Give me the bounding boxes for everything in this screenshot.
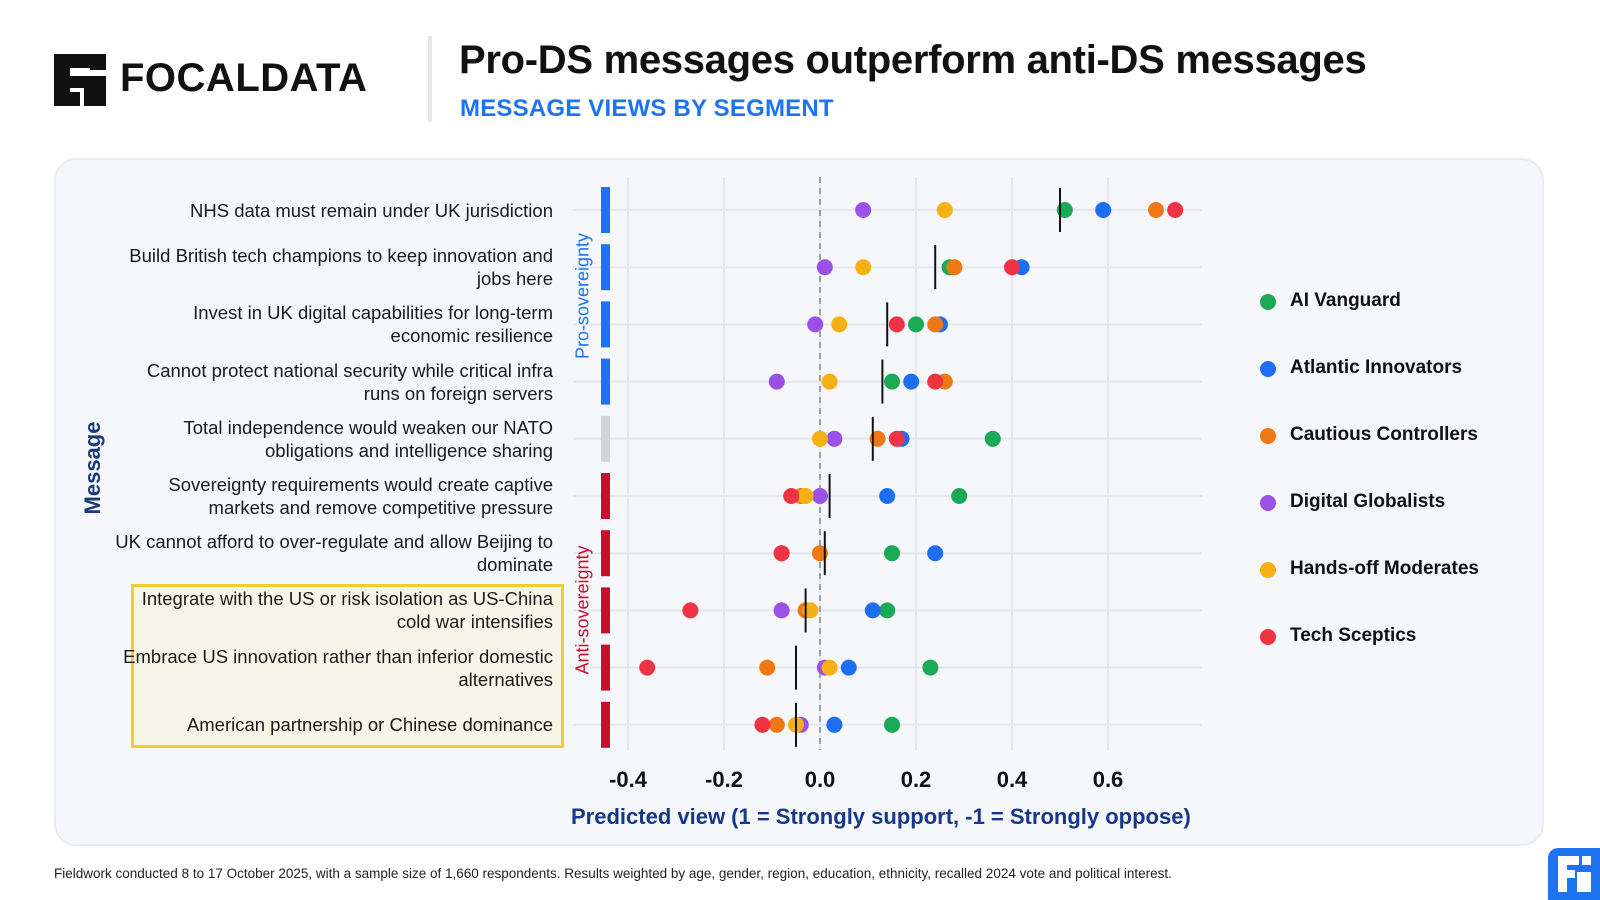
point-ai-vanguard	[884, 716, 900, 733]
legend-dot	[1260, 361, 1276, 377]
footer-note: Fieldwork conducted 8 to 17 October 2025…	[54, 866, 1172, 881]
point-tech-sceptics	[888, 430, 905, 447]
point-hands-off-moderates	[821, 373, 838, 390]
point-ai-vanguard	[884, 545, 900, 562]
legend-label: AI Vanguard	[1290, 290, 1401, 311]
message-label: Invest in UK digital capabilities for lo…	[193, 302, 553, 347]
group-bar-anti	[601, 701, 610, 748]
point-atlantic-innovators	[903, 373, 920, 390]
group-bar-anti	[601, 587, 610, 634]
message-label: NHS data must remain under UK jurisdicti…	[190, 199, 553, 221]
message-label: Build British tech champions to keep inn…	[129, 245, 553, 290]
legend-dot	[1260, 562, 1276, 578]
point-tech-sceptics	[888, 316, 905, 333]
page-title: Pro-DS messages outperform anti-DS messa…	[459, 38, 1367, 82]
corner-logo-icon	[1548, 848, 1600, 900]
point-hands-off-moderates	[821, 659, 838, 676]
message-label: Embrace US innovation rather than inferi…	[123, 645, 553, 690]
x-tick-label: 0.2	[901, 767, 932, 792]
point-hands-off-moderates	[936, 202, 953, 218]
group-label: Pro-sovereignty	[572, 232, 593, 359]
point-atlantic-innovators	[826, 716, 843, 733]
x-tick-label: 0.0	[805, 767, 836, 792]
group-bar-pro	[601, 244, 610, 291]
message-label: Sovereignty requirements would create ca…	[168, 474, 553, 518]
point-tech-sceptics	[1004, 259, 1020, 276]
point-tech-sceptics	[927, 373, 944, 390]
point-cautious-controllers	[759, 659, 776, 676]
message-label: UK cannot afford to over-regulate and al…	[115, 531, 553, 576]
message-label: American partnership or Chinese dominanc…	[186, 714, 553, 736]
point-tech-sceptics	[754, 716, 771, 733]
point-tech-sceptics	[682, 602, 699, 619]
point-digital-globalists	[773, 602, 790, 619]
legend-label: Digital Globalists	[1290, 491, 1446, 512]
point-atlantic-innovators	[1095, 202, 1112, 218]
point-digital-globalists	[807, 316, 824, 333]
highlight-box	[131, 584, 564, 748]
point-ai-vanguard	[879, 602, 896, 619]
legend-label: Cautious Controllers	[1290, 424, 1478, 445]
legend-dot	[1260, 294, 1276, 310]
point-ai-vanguard	[984, 430, 1001, 447]
group-bar-anti	[601, 530, 610, 577]
point-hands-off-moderates	[812, 430, 828, 447]
focaldata-logo-icon	[54, 54, 106, 106]
brand-name: FOCALDATA	[120, 56, 368, 100]
legend-dot	[1260, 495, 1276, 511]
x-tick-label: -0.2	[705, 767, 743, 792]
point-atlantic-innovators	[840, 659, 857, 676]
message-label: Total independence would weaken our NATO…	[183, 416, 553, 461]
point-tech-sceptics	[1167, 202, 1184, 218]
point-digital-globalists	[768, 373, 785, 390]
header-divider	[428, 36, 432, 122]
point-digital-globalists	[812, 488, 828, 504]
x-axis-title: Predicted view (1 = Strongly support, -1…	[571, 804, 1191, 829]
group-label: Anti-sovereignty	[572, 545, 593, 675]
point-atlantic-innovators	[864, 602, 881, 619]
point-hands-off-moderates	[797, 488, 814, 504]
point-ai-vanguard	[884, 373, 900, 390]
point-hands-off-moderates	[855, 259, 872, 276]
x-tick-label: 0.6	[1093, 767, 1124, 792]
point-ai-vanguard	[922, 659, 939, 676]
point-digital-globalists	[855, 202, 872, 218]
x-tick-label: -0.4	[609, 767, 648, 792]
point-tech-sceptics	[639, 659, 656, 676]
point-cautious-controllers	[946, 259, 963, 276]
group-bar-neutral	[601, 415, 610, 462]
point-digital-globalists	[816, 259, 833, 276]
legend-label: Tech Sceptics	[1290, 625, 1417, 646]
message-label: Cannot protect national security while c…	[146, 359, 553, 404]
group-bar-pro	[601, 301, 610, 348]
page-subtitle: MESSAGE VIEWS BY SEGMENT	[460, 95, 834, 122]
point-atlantic-innovators	[879, 488, 896, 504]
group-bar-pro	[601, 187, 610, 233]
group-bar-pro	[601, 358, 610, 405]
point-ai-vanguard	[951, 488, 968, 504]
point-cautious-controllers	[1148, 202, 1164, 218]
message-label: Integrate with the US or risk isolation …	[141, 588, 553, 633]
legend-label: Hands-off Moderates	[1290, 558, 1479, 579]
legend-label: Atlantic Innovators	[1290, 357, 1463, 378]
point-tech-sceptics	[773, 545, 790, 562]
point-digital-globalists	[826, 430, 843, 447]
point-tech-sceptics	[783, 488, 800, 504]
point-ai-vanguard	[908, 316, 924, 333]
point-atlantic-innovators	[927, 545, 944, 562]
group-bar-anti	[601, 473, 610, 519]
point-cautious-controllers	[768, 716, 785, 733]
point-cautious-controllers	[927, 316, 944, 333]
legend-dot	[1260, 428, 1276, 444]
point-hands-off-moderates	[831, 316, 848, 333]
legend-dot	[1260, 629, 1276, 645]
group-bar-anti	[601, 644, 610, 691]
x-tick-label: 0.4	[997, 767, 1028, 792]
